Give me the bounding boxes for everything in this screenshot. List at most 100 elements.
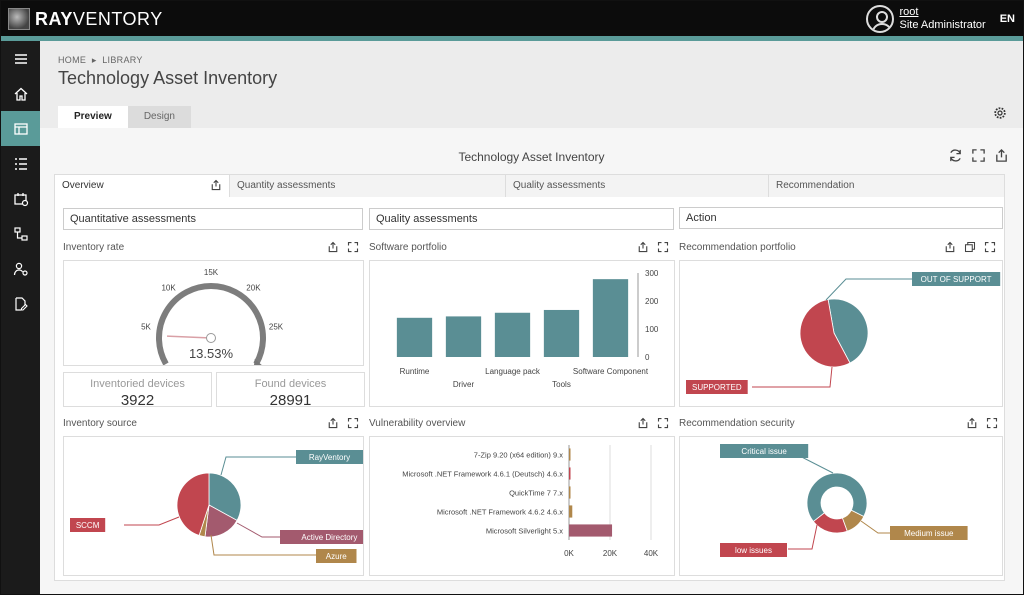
callout-label: Medium issue bbox=[904, 529, 954, 538]
nav-library[interactable] bbox=[1, 111, 40, 146]
recommendation-portfolio-card: OUT OF SUPPORT SUPPORTED bbox=[679, 260, 1003, 407]
nav-documents[interactable] bbox=[1, 286, 40, 321]
expand-icon[interactable] bbox=[986, 417, 998, 429]
pie-slice[interactable] bbox=[827, 298, 869, 364]
expand-icon[interactable] bbox=[347, 241, 359, 253]
export-icon[interactable] bbox=[637, 417, 649, 429]
breadcrumb-home[interactable]: HOME bbox=[58, 55, 87, 65]
pie-slice[interactable] bbox=[204, 504, 238, 538]
expand-icon[interactable] bbox=[984, 241, 996, 253]
callout-line bbox=[236, 522, 280, 538]
subtab-recommendation[interactable]: Recommendation bbox=[769, 175, 1004, 197]
vulnerability-overview-actions bbox=[637, 417, 669, 429]
breadcrumb-library[interactable]: LIBRARY bbox=[102, 55, 143, 65]
subtab-quality-assessments[interactable]: Quality assessments bbox=[506, 175, 769, 197]
callout-box bbox=[890, 526, 968, 540]
side-nav bbox=[1, 41, 40, 594]
view-tabs: Preview Design bbox=[58, 106, 191, 128]
bar[interactable] bbox=[569, 524, 613, 537]
copy-icon[interactable] bbox=[964, 241, 976, 253]
network-icon bbox=[13, 226, 28, 241]
menu-icon bbox=[14, 53, 27, 64]
inventory-source-actions bbox=[327, 417, 359, 429]
overview-export-icon[interactable] bbox=[210, 179, 222, 191]
bar-category-label: Microsoft Silverlight 5.x bbox=[486, 527, 563, 536]
kpi-found-value: 28991 bbox=[269, 392, 312, 407]
expand-icon[interactable] bbox=[347, 417, 359, 429]
bar-category-label: Runtime bbox=[400, 367, 430, 376]
callout-label: Active Directory bbox=[301, 533, 357, 542]
app-logo[interactable]: RAYVENTORY bbox=[8, 8, 163, 30]
settings-gear-icon[interactable] bbox=[993, 106, 1007, 120]
gauge-needle bbox=[167, 335, 212, 339]
widget-title-inventory-rate: Inventory rate bbox=[63, 242, 125, 253]
user-menu[interactable]: root Site Administrator EN bbox=[865, 5, 1015, 33]
gauge-tick-label: 25K bbox=[269, 323, 284, 332]
logo-text: RAYVENTORY bbox=[35, 8, 163, 29]
export-icon[interactable] bbox=[327, 241, 339, 253]
software-portfolio-actions bbox=[637, 241, 669, 253]
bar-category-label: 7-Zip 9.20 (x64 edition) 9.x bbox=[474, 451, 563, 460]
tab-design[interactable]: Design bbox=[127, 106, 191, 128]
pie-slice[interactable] bbox=[799, 299, 851, 368]
tab-preview[interactable]: Preview bbox=[58, 106, 128, 128]
bar[interactable] bbox=[569, 448, 571, 461]
nav-network[interactable] bbox=[1, 216, 40, 251]
callout-box bbox=[280, 530, 363, 544]
subtab-quantity-assessments[interactable]: Quantity assessments bbox=[230, 175, 506, 197]
subtab-overview[interactable]: Overview bbox=[55, 175, 230, 197]
gauge-tick-label: 10K bbox=[161, 283, 176, 292]
callout-line bbox=[220, 456, 296, 476]
y-tick-label: 300 bbox=[645, 269, 659, 278]
refresh-icon[interactable] bbox=[948, 148, 963, 163]
bar[interactable] bbox=[494, 312, 531, 357]
nav-reports[interactable] bbox=[1, 181, 40, 216]
expand-icon[interactable] bbox=[657, 241, 669, 253]
export-icon[interactable] bbox=[327, 417, 339, 429]
export-icon[interactable] bbox=[994, 148, 1009, 163]
dashboard-panel: Overview Quantity assessments Quality as… bbox=[54, 174, 1005, 581]
pie-slice[interactable] bbox=[208, 472, 242, 521]
recommendation-security-card: Critical issue low issues Medium issue bbox=[679, 436, 1003, 576]
bar[interactable] bbox=[569, 486, 571, 499]
bar-category-label: Tools bbox=[552, 380, 571, 389]
accent-strip bbox=[1, 36, 1023, 41]
bar[interactable] bbox=[569, 505, 573, 518]
expand-icon[interactable] bbox=[657, 417, 669, 429]
logo-mark-icon bbox=[8, 8, 30, 30]
user-name-link[interactable]: root bbox=[899, 6, 919, 18]
dashboard-title: Technology Asset Inventory bbox=[458, 150, 605, 164]
export-icon[interactable] bbox=[944, 241, 956, 253]
users-gear-icon bbox=[13, 262, 28, 276]
bar[interactable] bbox=[592, 279, 629, 357]
gauge-value-label: 13.53% bbox=[189, 346, 234, 361]
callout-box bbox=[296, 450, 363, 464]
bar-category-label: QuickTime 7 7.x bbox=[509, 489, 563, 498]
recommendation-security-chart: Critical issue low issues Medium issue bbox=[720, 444, 968, 557]
nav-home[interactable] bbox=[1, 76, 40, 111]
bar[interactable] bbox=[445, 316, 482, 357]
language-selector[interactable]: EN bbox=[999, 13, 1015, 25]
section-quantitative-assessments: Quantitative assessments bbox=[63, 208, 363, 230]
pie-slice[interactable] bbox=[176, 472, 210, 536]
bar[interactable] bbox=[543, 309, 580, 357]
y-tick-label: 100 bbox=[645, 325, 659, 334]
nav-menu[interactable] bbox=[1, 41, 40, 76]
export-icon[interactable] bbox=[637, 241, 649, 253]
export-icon[interactable] bbox=[966, 417, 978, 429]
bar-category-label: Microsoft .NET Framework 4.6.2 4.6.x bbox=[437, 508, 563, 517]
gauge-end-marker bbox=[254, 359, 262, 365]
fullscreen-icon[interactable] bbox=[971, 148, 986, 163]
gauge-tick-label: 20K bbox=[246, 283, 261, 292]
gauge-arc bbox=[156, 283, 266, 365]
nav-list[interactable] bbox=[1, 146, 40, 181]
y-tick-label: 0 bbox=[645, 353, 650, 362]
bar[interactable] bbox=[569, 467, 571, 480]
bar[interactable] bbox=[396, 317, 433, 357]
donut-slice[interactable] bbox=[841, 509, 865, 532]
nav-users[interactable] bbox=[1, 251, 40, 286]
user-avatar-icon[interactable] bbox=[865, 5, 894, 33]
callout-line bbox=[825, 278, 912, 301]
donut-slice[interactable] bbox=[806, 472, 868, 523]
